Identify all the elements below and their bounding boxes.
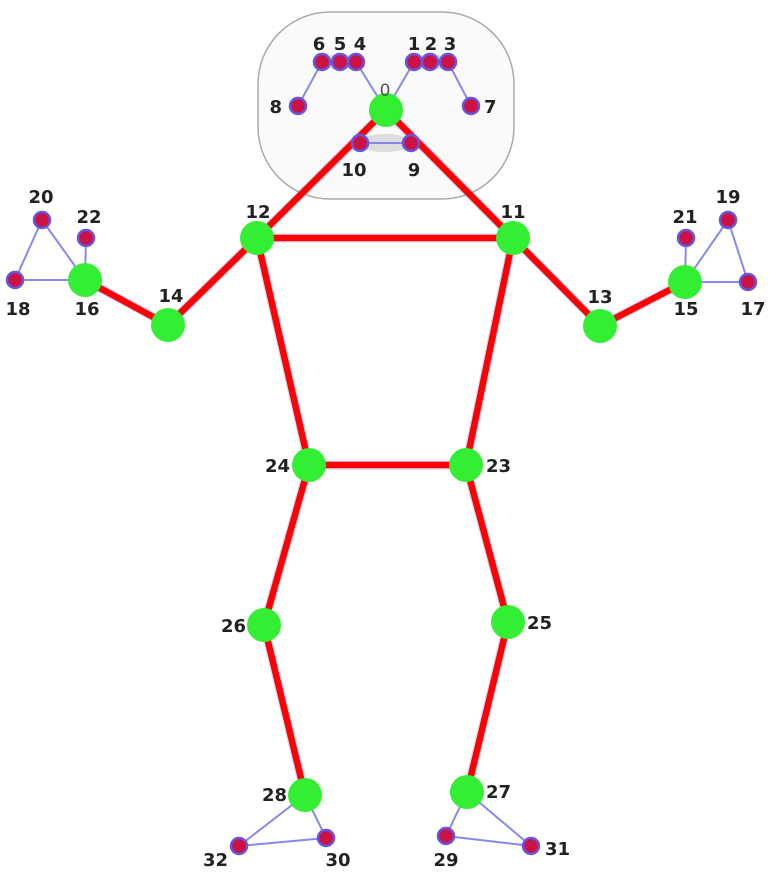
joint-32-marker	[229, 836, 249, 856]
joint-10-marker	[350, 133, 370, 153]
joint-26-marker	[247, 608, 281, 642]
bone-0-11	[382, 106, 517, 242]
joint-9-marker	[401, 133, 421, 153]
joint-8-marker	[288, 96, 308, 116]
joint-0-label: 0	[380, 81, 391, 101]
joint-32-label: 32	[203, 850, 228, 871]
joint-5-label: 5	[334, 34, 347, 55]
joint-28-label: 28	[262, 785, 287, 806]
joint-20-marker	[32, 210, 52, 230]
joint-1-marker	[404, 52, 424, 72]
guide-line-30-32	[238, 837, 327, 847]
joint-12-marker	[240, 221, 274, 255]
bone-26-28	[260, 621, 309, 799]
joint-15-label: 15	[673, 299, 698, 320]
joint-22-label: 22	[76, 207, 101, 228]
joint-21-marker	[676, 228, 696, 248]
bone-11-23	[462, 234, 517, 469]
bone-12-24	[253, 234, 313, 469]
joint-19-marker	[718, 210, 738, 230]
joint-24-marker	[292, 448, 326, 482]
joint-5-marker	[330, 52, 350, 72]
joint-4-marker	[346, 52, 366, 72]
joint-2-label: 2	[425, 34, 438, 55]
joint-16-label: 16	[74, 299, 99, 320]
joint-11-label: 11	[500, 202, 525, 223]
joint-23-marker	[449, 448, 483, 482]
joints	[5, 52, 758, 856]
joint-17-label: 17	[740, 299, 765, 320]
bone-24-26	[260, 461, 313, 629]
guide-line-29-31	[445, 835, 532, 847]
joint-14-label: 14	[158, 286, 183, 307]
joint-11-marker	[496, 221, 530, 255]
bone-12-14	[164, 234, 261, 329]
joint-27-label: 27	[486, 782, 511, 803]
joint-27-marker	[450, 775, 484, 809]
guide-line-18-20	[14, 219, 43, 281]
joint-31-label: 31	[545, 839, 570, 860]
joint-9-label: 9	[408, 160, 421, 181]
joint-18-label: 18	[5, 299, 30, 320]
bone-23-25	[462, 461, 512, 626]
joint-7-marker	[461, 96, 481, 116]
joint-17-marker	[738, 272, 758, 292]
joint-19-label: 19	[715, 187, 740, 208]
bone-0-12	[253, 106, 390, 242]
joint-25-label: 25	[527, 613, 552, 634]
joint-21-label: 21	[672, 207, 697, 228]
joint-31-marker	[521, 836, 541, 856]
joint-30-marker	[316, 828, 336, 848]
joint-15-marker	[668, 265, 702, 299]
bone-11-13	[509, 234, 604, 330]
joint-7-label: 7	[484, 97, 497, 118]
joint-16-marker	[68, 263, 102, 297]
joint-6-marker	[312, 52, 332, 72]
joint-18-marker	[5, 270, 25, 290]
joint-24-label: 24	[265, 456, 290, 477]
joint-1-label: 1	[408, 34, 421, 55]
joint-13-label: 13	[587, 287, 612, 308]
joint-4-label: 4	[354, 34, 367, 55]
joint-2-marker	[420, 52, 440, 72]
guide-line-17-19	[727, 219, 749, 283]
joint-20-label: 20	[28, 187, 53, 208]
joint-10-label: 10	[341, 160, 366, 181]
joint-0-marker	[369, 93, 403, 127]
joint-8-label: 8	[269, 97, 282, 118]
joint-22-marker	[76, 228, 96, 248]
joint-26-label: 26	[221, 616, 246, 637]
joint-3-label: 3	[444, 34, 457, 55]
joint-13-marker	[583, 309, 617, 343]
joint-30-label: 30	[325, 850, 350, 871]
joint-29-marker	[436, 826, 456, 846]
joint-29-label: 29	[433, 850, 458, 871]
joint-28-marker	[288, 778, 322, 812]
joint-3-marker	[438, 52, 458, 72]
joint-25-marker	[491, 605, 525, 639]
joint-12-label: 12	[245, 202, 270, 223]
joint-14-marker	[151, 308, 185, 342]
bone-25-27	[463, 618, 512, 796]
joint-23-label: 23	[486, 456, 511, 477]
joint-6-label: 6	[313, 34, 326, 55]
